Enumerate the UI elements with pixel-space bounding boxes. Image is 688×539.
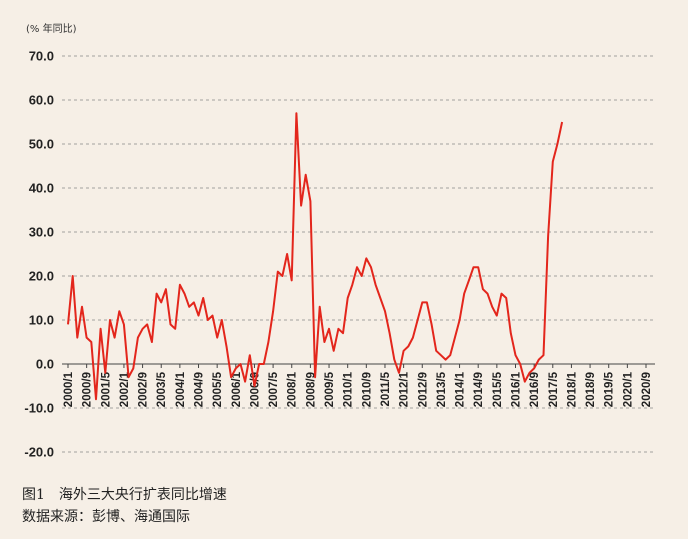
line-chart: (% 年同比) 70.0 60.0 50.0 40.0 30.0 20.0 10.0 0.0 -… bbox=[0, 0, 688, 480]
figure-caption: 图1 海外三大央行扩表同比增速 bbox=[22, 484, 227, 504]
series-line-0 bbox=[67, 112, 564, 401]
x-tick-label: 2011/5 bbox=[380, 371, 392, 406]
x-tick-label: 2000/1 bbox=[63, 371, 75, 407]
y-tick-label: 30.0 bbox=[29, 225, 54, 240]
y-tick-label: 0.0 bbox=[36, 357, 54, 372]
x-tick-label: 2002/1 bbox=[119, 371, 131, 407]
y-tick-label: -10.0 bbox=[24, 401, 54, 416]
y-tick-label: 50.0 bbox=[29, 137, 54, 152]
x-tick-label: 2010/1 bbox=[343, 371, 355, 407]
x-tick-label: 2009/5 bbox=[324, 371, 336, 407]
x-tick-label: 2008/9 bbox=[305, 372, 317, 407]
x-tick-label: 2004/1 bbox=[175, 371, 187, 407]
x-tick-label: 2018/9 bbox=[585, 372, 597, 407]
x-tick-label: 2004/9 bbox=[194, 372, 206, 407]
figure-title: 海外三大央行扩表同比增速 bbox=[58, 487, 227, 503]
x-tick-label: 2000/9 bbox=[82, 372, 94, 407]
plot-background bbox=[0, 0, 688, 480]
x-tick-label: 2006/1 bbox=[231, 371, 243, 407]
y-axis-ticks: 70.0 60.0 50.0 40.0 30.0 20.0 10.0 0.0 -10.0 -20.… bbox=[24, 49, 54, 460]
x-tick-label: 2016/9 bbox=[529, 372, 541, 407]
x-tick-label: 2001/5 bbox=[100, 371, 112, 407]
figure-number: 图1 bbox=[22, 487, 45, 503]
y-tick-label: -20.0 bbox=[24, 445, 54, 460]
x-tick-label: 2016/1 bbox=[510, 371, 522, 407]
figure-source: 数据来源：彭博、海通国际 bbox=[22, 509, 190, 525]
x-tick-label: 2010/9 bbox=[361, 372, 373, 407]
x-tick-label: 2002/9 bbox=[138, 372, 150, 407]
y-tick-label: 20.0 bbox=[29, 269, 54, 284]
x-tick-label: 2015/5 bbox=[492, 371, 504, 407]
x-tick-label: 2008/1 bbox=[287, 371, 299, 407]
y-tick-label: 60.0 bbox=[29, 93, 54, 108]
x-tick-label: 2006/9 bbox=[249, 372, 261, 407]
x-tick-label: 2019/5 bbox=[604, 371, 616, 407]
x-tick-label: 2020/1 bbox=[622, 371, 634, 407]
series-layer bbox=[67, 112, 564, 401]
x-tick-label: 2018/1 bbox=[566, 371, 578, 407]
x-tick-label: 2003/5 bbox=[156, 371, 168, 407]
x-tick-label: 2014/1 bbox=[455, 371, 467, 407]
unit-label: (% 年同比) bbox=[26, 22, 77, 35]
x-tick-label: 2005/5 bbox=[212, 371, 224, 407]
x-tick-label: 2007/5 bbox=[268, 371, 280, 407]
y-tick-label: 70.0 bbox=[29, 49, 54, 64]
x-tick-label: 2013/5 bbox=[436, 371, 448, 407]
y-tick-label: 10.0 bbox=[29, 313, 54, 328]
x-tick-label: 2012/1 bbox=[399, 371, 411, 407]
x-tick-label: 2012/9 bbox=[417, 372, 429, 407]
x-tick-label: 2017/5 bbox=[548, 371, 560, 407]
x-tick-label: 2020/9 bbox=[641, 372, 653, 407]
x-tick-label: 2014/9 bbox=[473, 372, 485, 407]
y-tick-label: 40.0 bbox=[29, 181, 54, 196]
x-axis-ticks: 2000/1 2000/9 2001/5 2002/1 2002/9 2003/5 2004… bbox=[63, 364, 653, 407]
